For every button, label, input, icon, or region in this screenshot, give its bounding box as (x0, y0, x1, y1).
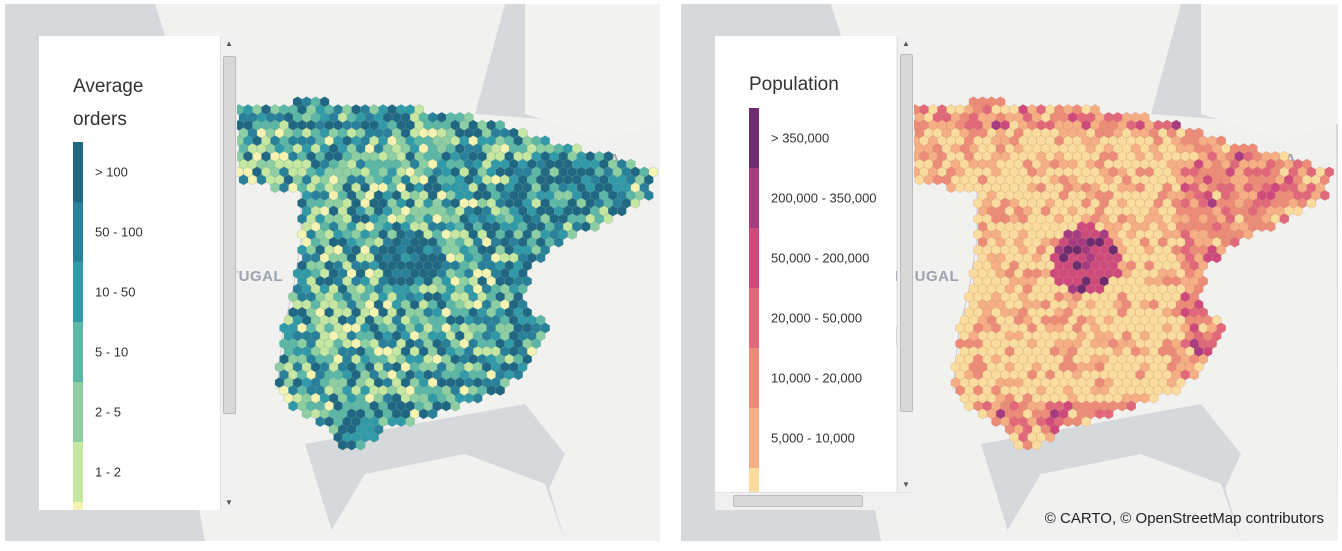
legend-title: Population (749, 74, 839, 95)
legend-swatch (73, 502, 83, 510)
legend-label: 1 - 2 (95, 464, 122, 480)
hexagon (405, 416, 415, 428)
legend-title: Average orders (73, 76, 144, 130)
hexagon (536, 252, 546, 264)
legend: Average orders > 100 50 - 100 10 - 50 5 - 1… (39, 36, 220, 510)
scroll-thumb[interactable] (900, 54, 913, 412)
land (525, 4, 660, 139)
attribution-text: © CARTO, © (1044, 510, 1132, 527)
legend-label: < 5,000 (771, 491, 815, 493)
hexagon (617, 205, 627, 217)
hexagon (1103, 408, 1114, 420)
legend-swatch (749, 168, 759, 228)
legend-bar (749, 108, 759, 492)
legend-swatch (73, 202, 83, 262)
hexagon (1126, 400, 1136, 412)
hexagon (603, 213, 613, 225)
hexagon (1279, 213, 1289, 225)
hexagon (473, 392, 483, 404)
hexagon (450, 400, 460, 412)
hexagon (513, 369, 523, 381)
hexagon (1031, 439, 1042, 451)
hexagon (554, 236, 564, 248)
hexagon-layer (910, 96, 1334, 451)
legend-label: 10 - 50 (95, 284, 136, 300)
legend-swatch (73, 442, 83, 502)
map: PORTUGALANDORRA (831, 4, 1338, 541)
legend-label: 200,000 - 350,000 (771, 190, 877, 206)
hexagon (1266, 221, 1276, 233)
hexagon (1212, 252, 1222, 264)
hexagon (1230, 236, 1240, 248)
legend-swatch (749, 228, 759, 288)
scroll-thumb[interactable] (223, 56, 236, 414)
scroll-down[interactable]: ▼ (902, 480, 910, 489)
legend-label: 10,000 - 20,000 (771, 370, 863, 386)
hexagon (1243, 228, 1253, 240)
hexagon (1293, 205, 1303, 217)
hexagon (427, 408, 438, 420)
land (1001, 454, 1241, 541)
legend-bar (73, 142, 83, 510)
scrollbar[interactable]: ▲ ▼ (220, 36, 237, 510)
hexagon (1306, 197, 1316, 209)
legend-swatch (73, 382, 83, 442)
scroll-up[interactable]: ▲ (902, 39, 910, 48)
hexagon (355, 439, 366, 451)
hexagon (567, 228, 577, 240)
attribution-text: contributors (1245, 510, 1324, 527)
hexagon (1189, 369, 1199, 381)
legend-swatch (749, 348, 759, 408)
legend-label: 50,000 - 200,000 (771, 250, 870, 266)
hexagon-layer (234, 96, 658, 451)
legend-label: 5 - 10 (95, 344, 129, 360)
legend-swatch (749, 108, 759, 168)
hexagon (369, 431, 379, 443)
legend-swatch (749, 408, 759, 468)
legend-swatch (749, 288, 759, 348)
legend: Population > 350,000 200,000 - 350,000 50,… (715, 36, 896, 492)
hexagon (1149, 392, 1159, 404)
legend-label: 5,000 - 10,000 (771, 430, 855, 446)
legend-swatch (73, 322, 83, 382)
hexagon (495, 384, 505, 396)
land (1201, 4, 1338, 139)
legend-label: 20,000 - 50,000 (771, 310, 863, 326)
scroll-up[interactable]: ▲ (225, 39, 233, 48)
attribution-link[interactable]: OpenStreetMap (1135, 510, 1242, 527)
legend-swatch (749, 468, 759, 492)
legend-label: 50 - 100 (95, 224, 143, 240)
map-panel: PORTUGALANDORRA Population > 350,000 200,… (681, 4, 1338, 541)
legend-swatch (73, 262, 83, 322)
map: PORTUGALANDORRA (155, 4, 660, 541)
scroll-thumb[interactable] (733, 495, 863, 507)
h-scrollbar[interactable] (715, 492, 913, 510)
hexagon (630, 197, 640, 209)
hexagon (590, 221, 600, 233)
map-panel: PORTUGALANDORRA Average orders > 100 50 -… (5, 4, 660, 541)
scroll-down[interactable]: ▼ (225, 498, 233, 507)
land (325, 454, 565, 541)
hexagon (1171, 384, 1181, 396)
legend-label: 2 - 5 (95, 404, 122, 420)
hexagon (1045, 431, 1055, 443)
attribution: © CARTO, © OpenStreetMap contributors (1045, 510, 1324, 527)
hexagon (644, 189, 654, 201)
legend-swatch (73, 142, 83, 202)
legend-label: > 100 (95, 164, 128, 180)
hexagon (1081, 416, 1091, 428)
legend-label: > 350,000 (771, 130, 830, 146)
scrollbar[interactable]: ▲ ▼ (897, 36, 914, 492)
hexagon (1320, 189, 1330, 201)
